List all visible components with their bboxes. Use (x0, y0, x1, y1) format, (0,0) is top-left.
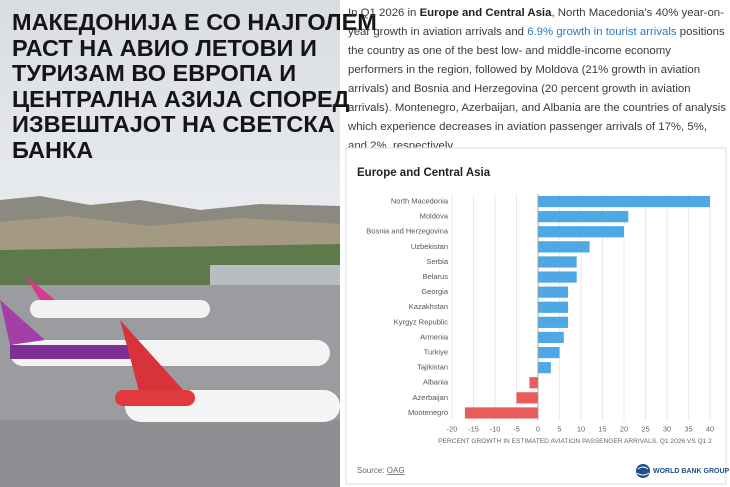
y-tick-label: Turkiye (424, 348, 448, 357)
text: positions the country as one of the best… (348, 26, 727, 152)
logo-lines (636, 466, 650, 476)
y-tick-label: Georgia (421, 287, 449, 296)
x-tick-label: 10 (577, 424, 585, 433)
x-tick-label: 0 (536, 424, 540, 433)
headline-line: ИЗВЕШТАЈОТ НА СВЕТСКА (12, 111, 335, 137)
y-tick-label: Kyrgyz Republic (394, 317, 448, 326)
chart: Europe and Central Asia PERCENT GROWTH I… (345, 147, 730, 485)
y-tick-label: Tajikistan (417, 363, 448, 372)
x-tick-label: 25 (641, 424, 649, 433)
y-tick-label: Moldova (420, 212, 449, 221)
text: , North Macedonia's 40% year-on-year gro… (348, 7, 724, 38)
bar (538, 195, 710, 208)
chart-title: Europe and Central Asia (357, 167, 491, 179)
y-tick-label: Armenia (420, 332, 449, 341)
headline-line: БАНКА (12, 136, 94, 163)
text: In Q1 2026 in (348, 7, 420, 19)
bar (538, 286, 569, 298)
x-tick-label: 40 (706, 424, 714, 433)
bar (538, 256, 577, 268)
y-tick-label: North Macedonia (391, 197, 449, 206)
y-tick-label: Montenegro (408, 408, 448, 417)
y-tick-label: Azerbaijan (413, 393, 448, 402)
paragraph: In Q1 2026 in Europe and Central Asia, N… (348, 4, 728, 156)
x-tick-label: -15 (468, 424, 479, 433)
headline-line: МАКЕДОНИЈА Е СО НАЈГОЛЕМ (12, 9, 377, 35)
source-link[interactable]: OAG (387, 466, 405, 475)
x-tick-label: -5 (513, 424, 520, 433)
plane (0, 300, 330, 366)
y-tick-label: Bosnia and Herzegovina (366, 227, 449, 236)
photo (0, 0, 340, 487)
bar (538, 211, 629, 223)
logo-globe (636, 464, 650, 478)
x-tick-label: 35 (684, 424, 692, 433)
bar (538, 362, 551, 374)
headline-line: ЦЕНТРАЛНА АЗИЈА СПОРЕД (12, 85, 350, 112)
y-tick-label: Belarus (423, 272, 449, 281)
headline: МАКЕДОНИЈА Е СО НАЈГОЛЕМ РАСТ НА АВИО ЛЕТ… (12, 9, 377, 163)
link[interactable]: 6.9% growth in tourist arrivals (527, 26, 677, 38)
source: Source: OAG (357, 466, 405, 475)
y-tick-label: Uzbekistan (411, 242, 448, 251)
y-tick-label: Serbia (426, 257, 449, 266)
x-axis-title: PERCENT GROWTH IN ESTIMATED AVIATION PAS… (438, 438, 712, 445)
plane (25, 275, 210, 318)
headline-line: ТУРИЗАМ ВО ЕВРОПА И (12, 60, 297, 86)
x-tick-label: -20 (447, 424, 458, 433)
bar (538, 346, 560, 359)
bar (538, 331, 564, 344)
logo-text: WORLD BANK GROUP (653, 468, 730, 475)
bar (538, 226, 624, 238)
bar (538, 271, 577, 283)
y-tick-label: Kazakhstan (409, 302, 448, 311)
x-tick-label: 5 (557, 424, 561, 433)
x-tick-label: 15 (598, 424, 606, 433)
bold-text: Europe and Central Asia (419, 7, 552, 19)
x-tick-label: -10 (490, 424, 501, 433)
headline-line: РАСТ НА АВИО ЛЕТОВИ И (12, 34, 317, 61)
bar (538, 241, 590, 253)
y-tick-label: Albania (423, 378, 449, 387)
x-tick-label: 20 (620, 424, 628, 433)
bar (464, 407, 538, 419)
bar (529, 377, 538, 389)
bar (516, 392, 538, 404)
source-label: Source: (357, 466, 387, 475)
bar (538, 301, 569, 313)
plane (115, 320, 340, 422)
bar (538, 316, 569, 328)
x-tick-label: 30 (663, 424, 671, 433)
